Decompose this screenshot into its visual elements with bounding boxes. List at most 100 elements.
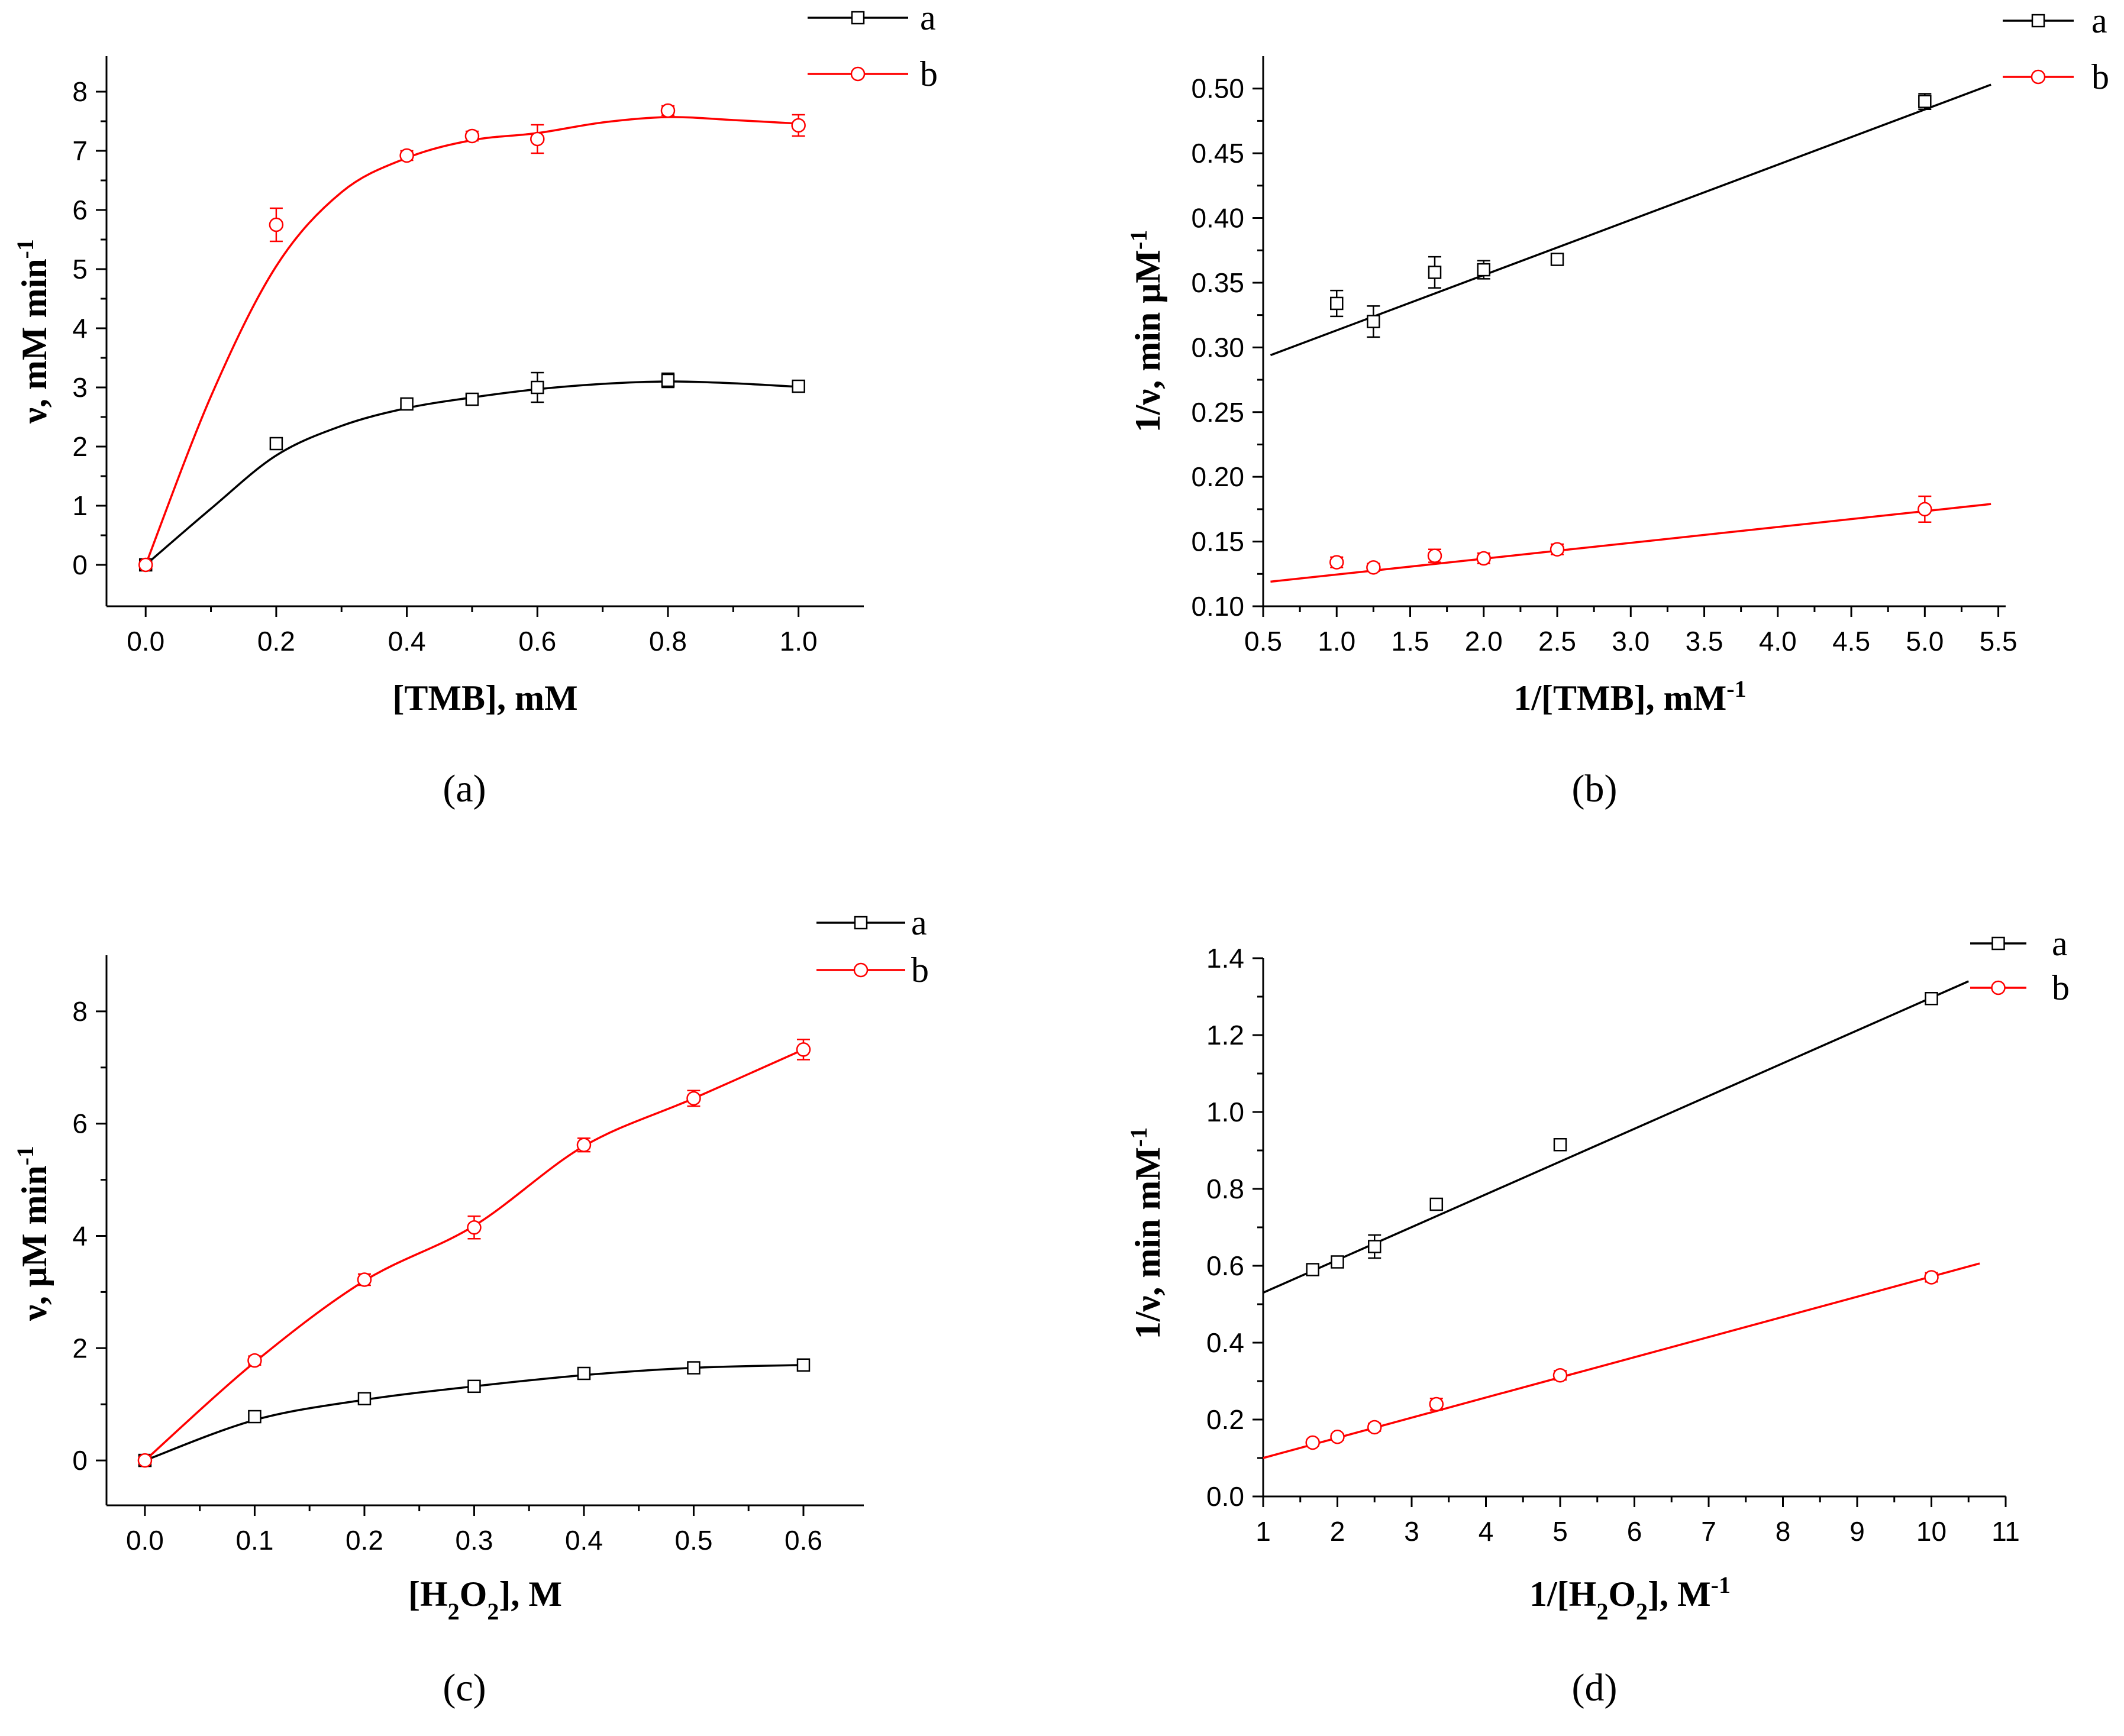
y-tick-label: 0.10: [1191, 591, 1244, 622]
y-tick-label: 0.4: [1206, 1327, 1244, 1358]
x-tick-label: 11: [1991, 1516, 2020, 1547]
data-point-b: [1552, 1368, 1568, 1383]
y-tick-label: 6: [72, 195, 88, 225]
y-tick-label: 1.2: [1206, 1020, 1244, 1050]
x-axis-title-part-5: ], M: [499, 1575, 562, 1614]
x-tick-label: 5.0: [1906, 626, 1944, 657]
y-axis-title: 1/ν, min mM-1: [1125, 1127, 1168, 1339]
data-point-b: [530, 131, 545, 147]
data-point-a: [687, 1361, 701, 1375]
data-point-b: [1550, 542, 1565, 557]
data-point-a: [1428, 266, 1442, 279]
legend-marker-b: [850, 66, 866, 82]
fit-curve-b: [144, 1048, 804, 1462]
x-tick-label: 10: [1916, 1516, 1947, 1547]
y-tick-label: 0.15: [1191, 526, 1244, 557]
fit-curve-a: [145, 380, 799, 566]
y-tick-label: 1.0: [1206, 1097, 1244, 1127]
data-point-a: [269, 437, 283, 451]
data-point-a: [1331, 1255, 1344, 1269]
x-tick-label: 1.0: [780, 626, 818, 657]
y-axis-title: ν, mM min-1: [12, 239, 54, 424]
y-tick-label: 0.30: [1191, 332, 1244, 363]
y-tick-label: 2: [72, 431, 88, 462]
chart-d: 1 2 3 4 5 6 7 8 9 10 11 0.0 0.2 0.4 0.6 0.8 1.0 1.2 1.4 1/[…: [1125, 924, 2070, 1709]
y-tick-label: 0.20: [1191, 461, 1244, 492]
data-point-a: [796, 1358, 811, 1372]
y-tick-label: 8: [72, 76, 88, 107]
y-tick-label: 0.25: [1191, 397, 1244, 428]
panel-caption: (c): [443, 1666, 486, 1709]
x-tick-label: 3: [1404, 1516, 1419, 1547]
data-point-b: [467, 1220, 482, 1235]
data-point-a: [400, 397, 414, 411]
legend-label-b: b: [2052, 968, 2070, 1007]
y-tick-label: 8: [72, 996, 88, 1027]
x-tick-label: 0.1: [235, 1525, 273, 1556]
legend-label-b: b: [911, 951, 929, 990]
x-tick-label: 0.5: [674, 1525, 712, 1556]
x-tick-label: 4.0: [1759, 626, 1797, 657]
x-tick-label: 0.2: [346, 1525, 383, 1556]
y-tick-label: 7: [72, 135, 88, 166]
legend-marker-b: [1991, 980, 2006, 995]
legend-label-a: a: [2091, 1, 2107, 40]
x-tick-label: 4.5: [1832, 626, 1870, 657]
x-tick-label: 1: [1255, 1516, 1271, 1547]
fit-line-b: [1270, 503, 1991, 583]
fit-line-a: [1270, 83, 1991, 357]
data-point-b: [576, 1137, 592, 1153]
x-axis-title-part-6: -1: [1711, 1572, 1731, 1598]
chart-a: 0.0 0.2 0.4 0.6 0.8 1.0 0 1 2 3 4 5 6 7 8 [TMB], mM ν, m…: [12, 0, 938, 810]
x-tick-label: 0.2: [257, 626, 295, 657]
x-tick-label: 0.3: [455, 1525, 493, 1556]
legend-label-a: a: [911, 903, 927, 942]
y-tick-label: 0.6: [1206, 1250, 1244, 1281]
x-tick-label: 2.5: [1538, 626, 1576, 657]
legend-label-b: b: [920, 54, 938, 93]
x-axis-title: 1/[H2O2], M-1: [1529, 1572, 1731, 1625]
data-point-a: [1553, 1138, 1567, 1152]
data-point-a: [1306, 1263, 1319, 1276]
data-point-b: [1330, 1430, 1345, 1444]
y-tick-label: 0.2: [1206, 1404, 1244, 1435]
x-tick-label: 4: [1479, 1516, 1494, 1547]
x-tick-label: 0.0: [126, 1525, 164, 1556]
x-axis-title-part-0: 1/[TMB], mM: [1513, 678, 1726, 717]
y-tick-label: 1.4: [1206, 943, 1244, 974]
y-tick-label: 0.35: [1191, 267, 1244, 298]
fit-line-b: [1263, 1262, 1980, 1459]
y-axis-title-part-0: ν, μM min: [15, 1165, 54, 1321]
x-axis-title-part-0: [TMB], mM: [392, 678, 577, 717]
y-tick-label: 2: [72, 1333, 88, 1363]
x-axis-title-part-4: 2: [1636, 1598, 1648, 1625]
data-point-b: [1329, 555, 1344, 570]
y-axis-title-part-0: 1/ν, min μM: [1128, 250, 1167, 432]
data-point-b: [1429, 1396, 1444, 1412]
data-point-a: [792, 379, 805, 393]
data-point-b: [1367, 1420, 1382, 1435]
series-a: [138, 1358, 811, 1467]
data-point-a: [357, 1392, 372, 1405]
series-b: [137, 1039, 811, 1468]
x-tick-label: 0.6: [785, 1525, 822, 1556]
data-point-a: [1925, 992, 1938, 1006]
x-axis-title-part-2: 2: [448, 1598, 460, 1625]
x-axis-title-part-3: O: [460, 1575, 488, 1614]
panel-caption: (a): [443, 767, 486, 810]
data-point-b: [137, 1453, 153, 1468]
data-point-b: [660, 103, 676, 118]
y-tick-label: 0: [72, 1445, 88, 1476]
y-tick-label: 3: [72, 372, 88, 403]
series-b: [1263, 1262, 1980, 1459]
series-a: [1270, 83, 1991, 357]
x-tick-label: 2.0: [1465, 626, 1503, 657]
data-point-a: [661, 373, 675, 387]
y-axis-title-part-1: -1: [12, 1146, 38, 1165]
x-tick-label: 0.8: [649, 626, 687, 657]
x-tick-label: 1.5: [1392, 626, 1429, 657]
data-point-a: [1367, 315, 1380, 328]
data-point-b: [686, 1091, 701, 1106]
